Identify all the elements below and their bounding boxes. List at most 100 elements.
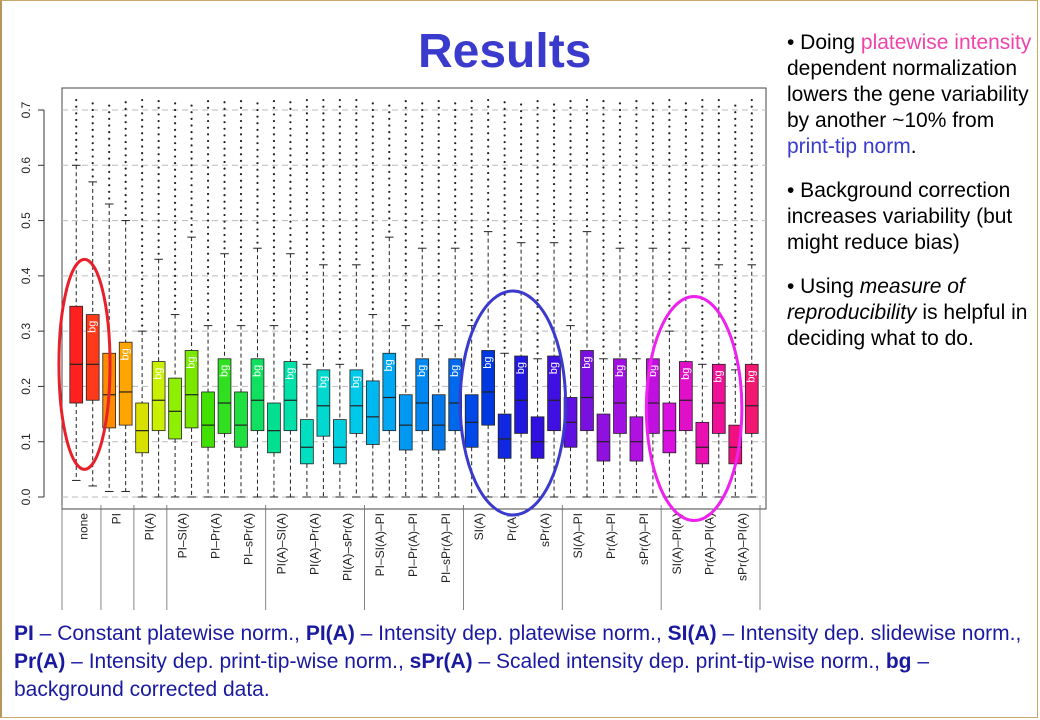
outlier-point: [305, 271, 309, 274]
outlier-point: [519, 202, 523, 206]
outlier-point: [173, 181, 177, 185]
outlier-point: [602, 239, 605, 242]
outlier-point: [651, 195, 655, 198]
outlier-point: [322, 238, 325, 241]
outlier-point: [272, 246, 276, 249]
outlier-point: [569, 265, 572, 269]
outlier-point: [750, 238, 753, 241]
outlier-point: [141, 125, 144, 128]
outlier-point: [206, 299, 210, 302]
outlier-point: [454, 215, 457, 218]
outlier-point: [536, 259, 539, 262]
outlier-point: [272, 318, 276, 322]
outlier-point: [602, 338, 605, 342]
outlier-point: [305, 125, 309, 128]
box: [744, 363, 759, 434]
outlier-point: [256, 168, 259, 171]
outlier-point: [536, 246, 539, 249]
outlier-point: [421, 188, 424, 191]
outlier-point: [552, 169, 556, 172]
x-group-label: sPr(A): [538, 513, 552, 547]
outlier-point: [206, 173, 210, 176]
outlier-point: [421, 142, 424, 145]
outlier-point: [108, 144, 111, 147]
outlier-point: [635, 186, 638, 189]
outlier-point: [421, 135, 424, 138]
outlier-point: [190, 210, 193, 213]
outlier-point: [519, 176, 523, 179]
outlier-point: [651, 221, 655, 224]
outlier-point: [668, 112, 671, 115]
outlier-point: [470, 312, 473, 315]
outlier-point: [404, 199, 407, 202]
outlier-point: [618, 228, 622, 231]
x-group-label: PI–Pr(A)–PI: [406, 513, 420, 577]
outlier-point: [602, 186, 605, 189]
outlier-point: [305, 337, 309, 340]
bg-label: bg: [515, 362, 527, 374]
outlier-point: [173, 254, 177, 258]
outlier-point: [338, 152, 341, 155]
outlier-point: [684, 221, 687, 224]
outlier-point: [717, 178, 720, 181]
outlier-point: [371, 234, 374, 238]
outlier-point: [157, 219, 160, 222]
outlier-point: [750, 138, 753, 141]
outlier-point: [338, 324, 341, 327]
outlier-point: [487, 152, 490, 155]
outlier-point: [190, 177, 193, 180]
outlier-point: [206, 272, 210, 275]
outlier-point: [470, 259, 473, 262]
outlier-point: [141, 284, 144, 287]
outlier-point: [157, 212, 160, 216]
outlier-point: [635, 325, 638, 328]
outlier-point: [437, 133, 440, 136]
outlier-point: [602, 292, 605, 295]
outlier-point: [322, 125, 325, 128]
outlier-point: [503, 333, 506, 336]
outlier-point: [635, 146, 638, 149]
outlier-point: [503, 260, 506, 263]
x-group-label: PI: [110, 513, 124, 524]
outlier-point: [635, 345, 638, 348]
box: [481, 350, 495, 426]
outlier-point: [651, 181, 655, 185]
outlier-point: [305, 311, 309, 314]
outlier-point: [256, 135, 259, 138]
outlier-point: [404, 279, 407, 282]
outlier-point: [651, 241, 655, 244]
outlier-point: [272, 219, 276, 222]
outlier-point: [701, 191, 704, 195]
outlier-point: [717, 244, 720, 248]
outlier-point: [371, 248, 374, 251]
outlier-point: [454, 115, 457, 118]
outlier-point: [421, 128, 424, 132]
outlier-point: [404, 166, 407, 169]
outlier-point: [256, 175, 259, 178]
outlier-point: [437, 232, 440, 235]
outlier-point: [684, 168, 687, 171]
outlier-point: [668, 238, 671, 241]
outlier-point: [668, 178, 671, 181]
outlier-point: [289, 207, 292, 210]
outlier-point: [404, 113, 407, 116]
outlier-point: [470, 153, 473, 156]
outlier-point: [487, 125, 490, 128]
outlier-point: [717, 145, 720, 148]
outlier-point: [206, 166, 210, 169]
outlier-point: [206, 199, 210, 202]
outlier-point: [239, 153, 243, 156]
outlier-point: [173, 221, 177, 224]
outlier-point: [569, 173, 572, 176]
outlier-point: [206, 113, 210, 116]
outlier-point: [437, 305, 440, 308]
outlier-point: [338, 218, 341, 221]
outlier-point: [404, 246, 407, 249]
outlier-point: [437, 199, 440, 202]
outlier-point: [552, 196, 556, 199]
outlier-point: [618, 188, 622, 191]
outlier-point: [223, 134, 226, 137]
outlier-point: [371, 122, 374, 125]
outlier-point: [190, 190, 193, 193]
outlier-point: [437, 312, 440, 315]
